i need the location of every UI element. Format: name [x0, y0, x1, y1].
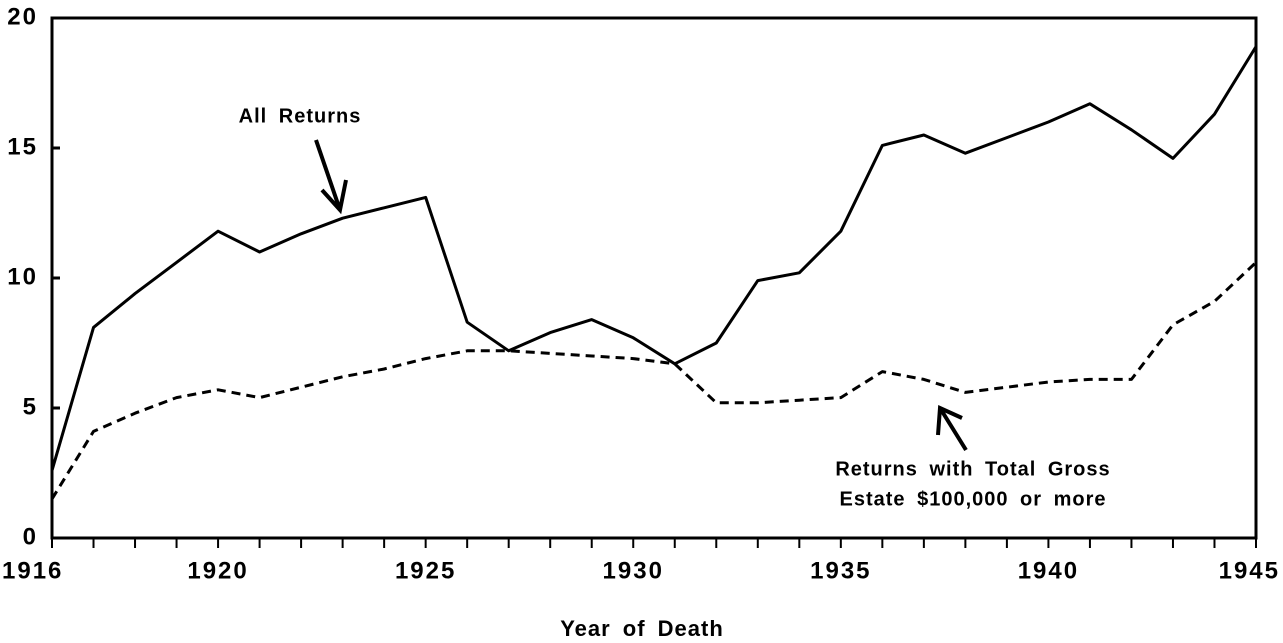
- x-tick-label: 1940: [1018, 557, 1079, 584]
- x-tick-label: 1920: [187, 557, 248, 584]
- arrow: [314, 139, 348, 215]
- x-axis-label: Year of Death: [560, 616, 724, 641]
- series-line: [50, 261, 1258, 500]
- x-tick-label: 1945: [1219, 557, 1280, 584]
- x-tick-label: 1925: [395, 557, 456, 584]
- x-tick-label: 1930: [603, 557, 664, 584]
- annotation: Returns with Total Gross: [835, 458, 1110, 480]
- annotation: Estate $100,000 or more: [839, 488, 1106, 510]
- x-tick-label: 1916: [2, 557, 63, 584]
- y-tick-label: 0: [23, 523, 38, 550]
- y-tick-label: 20: [7, 3, 38, 30]
- series-line: [50, 45, 1258, 471]
- y-tick-label: 5: [23, 393, 38, 420]
- y-tick-label: 10: [7, 263, 38, 290]
- arrow: [936, 404, 968, 452]
- annotation: All Returns: [239, 105, 362, 127]
- y-tick-label: 15: [7, 133, 38, 160]
- x-tick-label: 1935: [810, 557, 871, 584]
